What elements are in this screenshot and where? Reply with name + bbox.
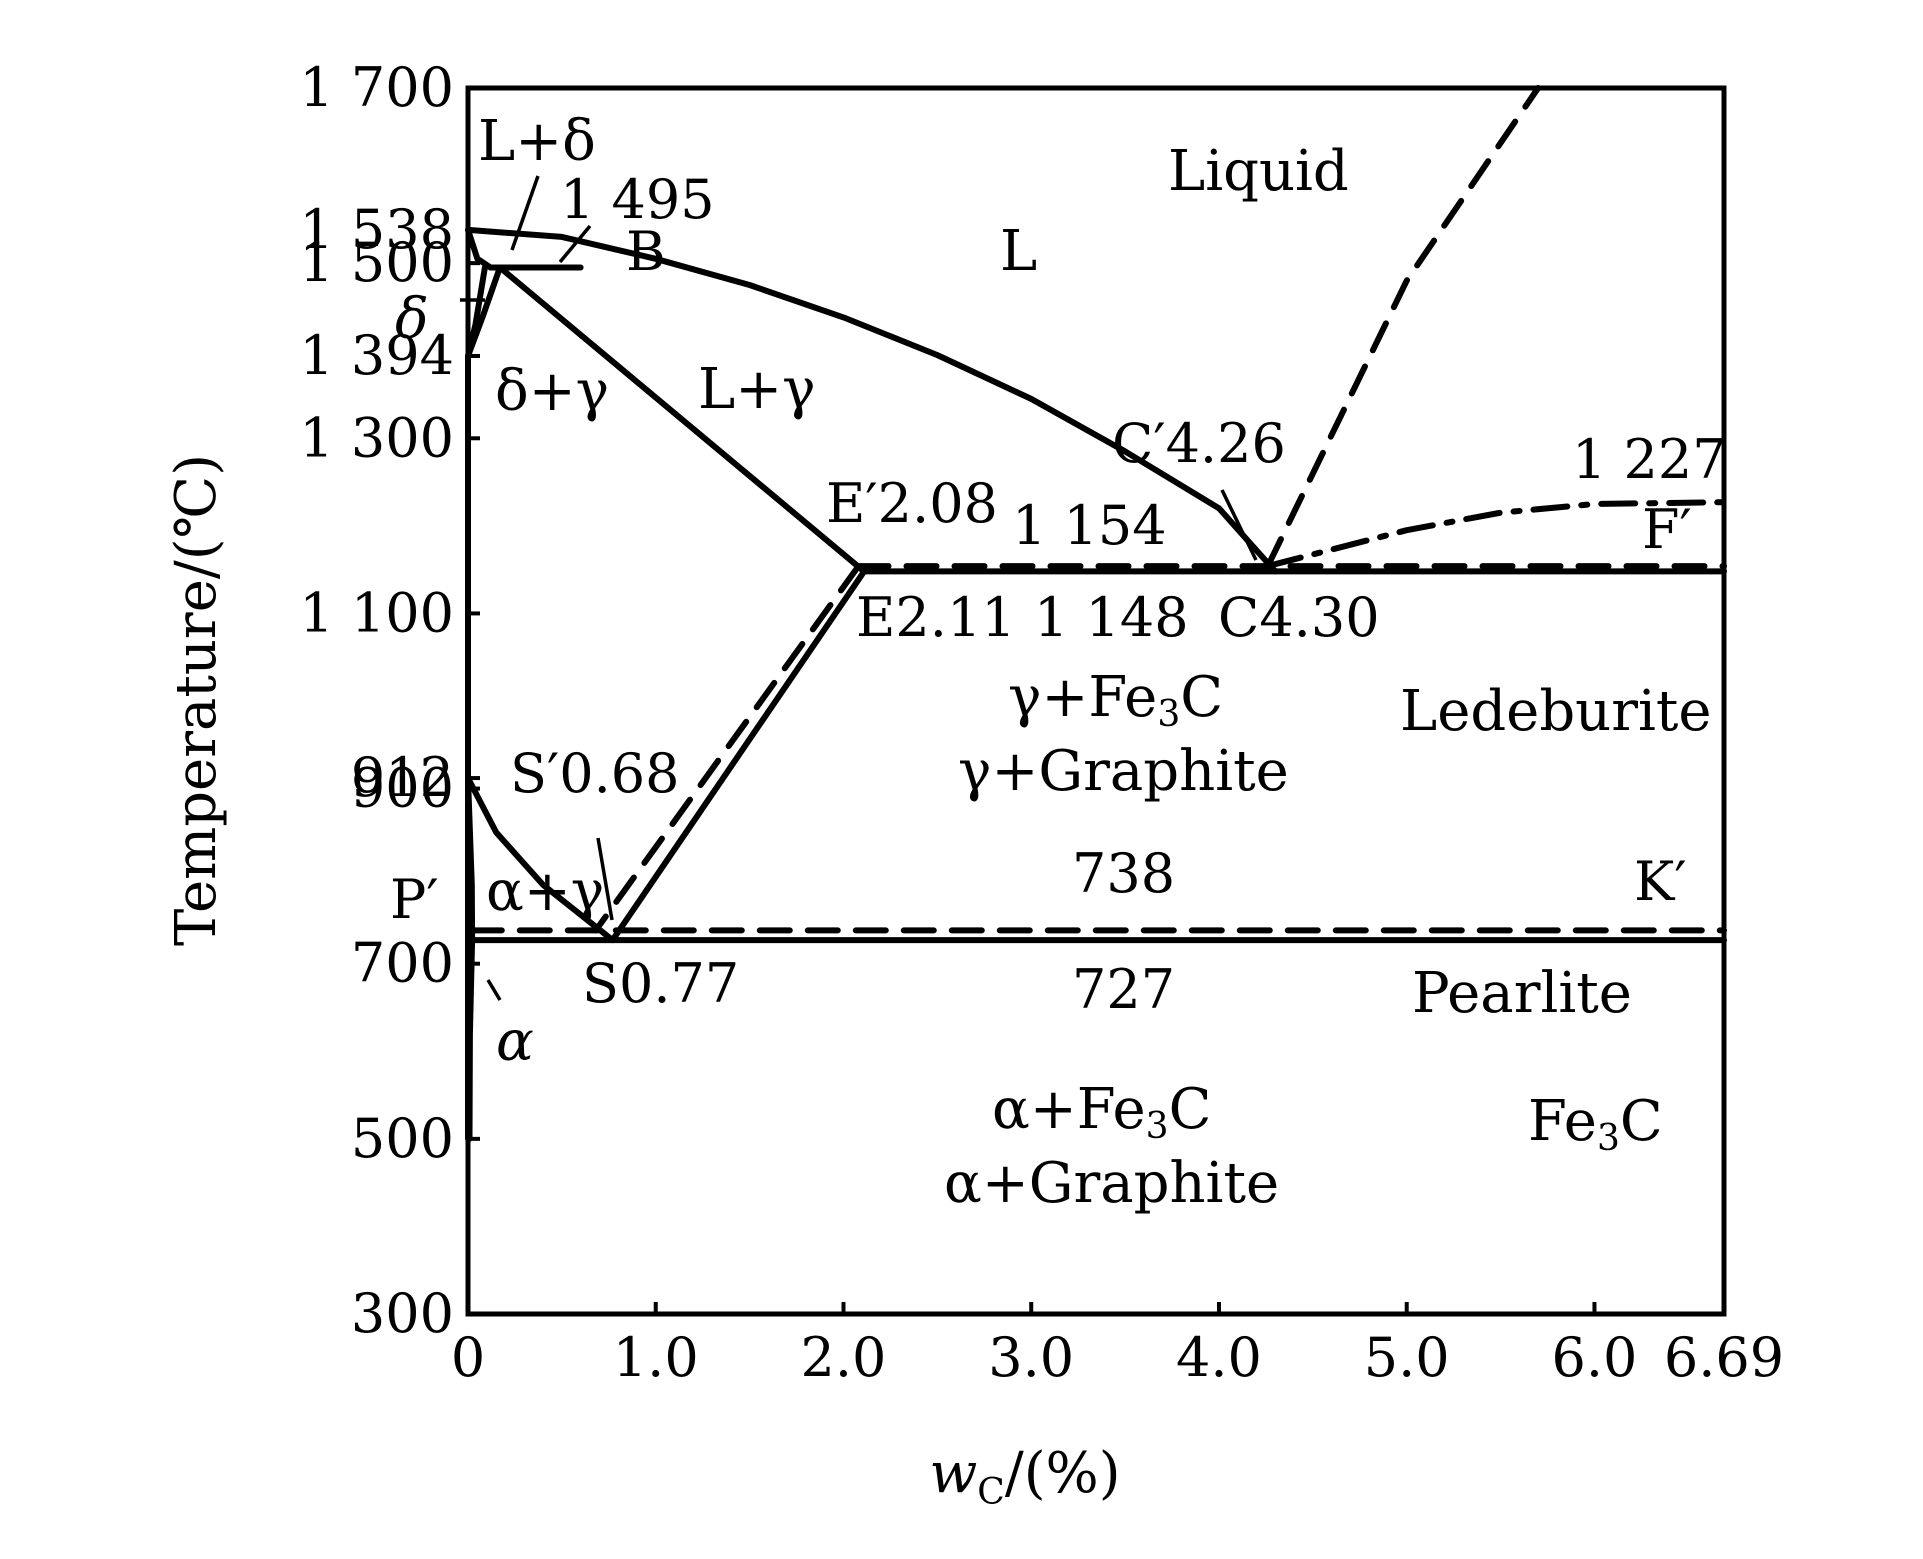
label-fe3c: Fe3C	[1528, 1089, 1663, 1159]
label-alpha-fe3c-tail: C	[1169, 1077, 1212, 1142]
label-fe3c-main: Fe	[1528, 1089, 1597, 1154]
x-tick-label: 3.0	[988, 1326, 1074, 1389]
label-727: 727	[1072, 958, 1175, 1021]
label-s: S0.77	[582, 952, 739, 1015]
label-s-prime: S′0.68	[510, 742, 680, 805]
y-tick-label: 1 394	[299, 324, 454, 387]
x-tick-label: 4.0	[1176, 1326, 1262, 1389]
label-alpha-fe3c: α+Fe3C	[992, 1077, 1211, 1147]
label-delta: δ	[395, 287, 429, 352]
label-e-prime: E′2.08	[826, 472, 998, 535]
label-c-prime: C′4.26	[1112, 412, 1286, 475]
label-738: 738	[1072, 842, 1175, 905]
label-e: E2.11	[856, 586, 1016, 649]
label-alpha-fe3c-sub: 3	[1146, 1106, 1169, 1147]
leader-line	[486, 979, 502, 1001]
label-l: L	[1000, 219, 1037, 284]
x-tick-label: 2.0	[801, 1326, 887, 1389]
phase-boundary-dashed-16	[1264, 85, 1542, 570]
y-tick-label: 1 500	[299, 231, 454, 294]
phase-boundary-solid-4	[465, 264, 503, 359]
label-delta-plus-gamma: δ+γ	[495, 359, 609, 424]
phase-boundary-solid-8	[465, 775, 616, 944]
label-1154: 1 154	[1012, 494, 1167, 557]
label-pearlite: Pearlite	[1412, 961, 1632, 1026]
x-tick-label: 6.69	[1664, 1326, 1784, 1389]
label-alpha-graphite: α+Graphite	[944, 1151, 1279, 1216]
y-tick-label: 900	[351, 757, 454, 820]
label-l-plus-delta: L+δ	[478, 109, 596, 174]
label-c: C4.30	[1218, 586, 1380, 649]
y-tick-label: 912	[351, 746, 454, 809]
label-alpha-fe3c-main: α+Fe	[992, 1077, 1146, 1142]
label-alpha: α	[496, 1009, 534, 1074]
label-alpha-plus-gamma: α+γ	[486, 859, 604, 924]
phase-boundaries	[465, 85, 1727, 1142]
phase-boundary-dashdot-17	[1264, 499, 1727, 570]
x-tick-label: 0	[451, 1326, 485, 1389]
y-tick-label: 1 300	[299, 406, 454, 469]
label-fe3c-tail: C	[1620, 1089, 1663, 1154]
label-b: B	[626, 220, 666, 283]
y-tick-label: 700	[351, 932, 454, 995]
label-gamma-fe3c: γ+Fe3C	[1008, 665, 1223, 735]
label-arrows	[460, 175, 1258, 1001]
y-tick-label: 1 700	[299, 56, 454, 119]
x-axis-title-main: w	[929, 1441, 977, 1506]
leader-line	[1220, 489, 1258, 561]
y-tick-label: 300	[351, 1282, 454, 1345]
phase-boundary-solid-7	[609, 568, 868, 944]
x-axis-title-sub: C	[977, 1472, 1005, 1513]
label-1148: 1 148	[1034, 586, 1189, 649]
leader-line	[596, 837, 614, 921]
label-p-prime: P′	[390, 868, 439, 931]
x-tick-label: 1.0	[613, 1326, 699, 1389]
x-tick-labels: 0 1.0 2.0 3.0 4.0 5.0 6.0 6.69	[451, 1326, 1784, 1389]
y-tick-label: 1 100	[299, 581, 454, 644]
y-tick-label: 500	[351, 1107, 454, 1170]
x-axis-title-tail: /(%)	[1005, 1441, 1121, 1506]
label-ledeburite: Ledeburite	[1400, 679, 1712, 744]
leader-line	[558, 224, 592, 264]
phase-boundary-solid-5	[496, 264, 868, 575]
label-gamma-fe3c-sub: 3	[1157, 694, 1180, 735]
y-tick-label: 1 538	[299, 198, 454, 261]
label-l-plus-gamma: L+γ	[698, 357, 816, 422]
y-axis-title: Temperature/(℃)	[164, 454, 229, 946]
label-gamma-fe3c-main: γ+Fe	[1008, 665, 1157, 730]
phase-boundary-dashed-14	[592, 563, 862, 934]
label-liquid: Liquid	[1168, 139, 1349, 204]
x-axis-title: wC/(%)	[929, 1441, 1120, 1513]
label-1495: 1 495	[560, 168, 715, 231]
label-gamma-graphite: γ+Graphite	[958, 739, 1289, 804]
leader-line	[510, 175, 540, 251]
phase-boundary-solid-1	[465, 226, 1279, 575]
label-f-prime: F′	[1642, 498, 1692, 561]
phase-boundary-solid-0	[465, 226, 494, 271]
x-tick-label: 5.0	[1364, 1326, 1450, 1389]
label-fe3c-sub: 3	[1597, 1118, 1620, 1159]
label-1227: 1 227	[1572, 428, 1727, 491]
label-gamma-fe3c-tail: C	[1180, 665, 1223, 730]
label-k-prime: K′	[1634, 850, 1687, 913]
x-tick-label: 6.0	[1552, 1326, 1638, 1389]
